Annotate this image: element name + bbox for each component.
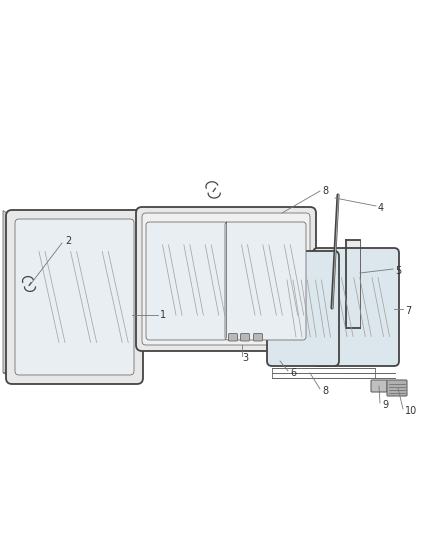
FancyBboxPatch shape <box>136 207 316 351</box>
FancyBboxPatch shape <box>142 213 310 345</box>
Polygon shape <box>3 373 137 378</box>
Text: 1: 1 <box>160 310 166 320</box>
Text: 2: 2 <box>65 236 71 246</box>
Text: 5: 5 <box>395 266 401 276</box>
FancyBboxPatch shape <box>267 251 339 366</box>
FancyBboxPatch shape <box>313 248 399 366</box>
Polygon shape <box>3 211 12 378</box>
FancyBboxPatch shape <box>15 219 134 375</box>
FancyBboxPatch shape <box>229 334 237 341</box>
FancyBboxPatch shape <box>240 334 250 341</box>
FancyBboxPatch shape <box>225 222 306 340</box>
Text: 6: 6 <box>290 368 296 378</box>
FancyBboxPatch shape <box>254 334 262 341</box>
FancyBboxPatch shape <box>371 380 387 392</box>
Text: 9: 9 <box>382 400 388 410</box>
Text: 7: 7 <box>405 306 411 316</box>
Text: 4: 4 <box>378 203 384 213</box>
Text: 8: 8 <box>322 386 328 396</box>
FancyBboxPatch shape <box>387 380 407 396</box>
Text: 10: 10 <box>405 406 417 416</box>
Text: 8: 8 <box>322 186 328 196</box>
FancyBboxPatch shape <box>146 222 227 340</box>
FancyBboxPatch shape <box>6 210 143 384</box>
Text: 3: 3 <box>242 353 248 363</box>
